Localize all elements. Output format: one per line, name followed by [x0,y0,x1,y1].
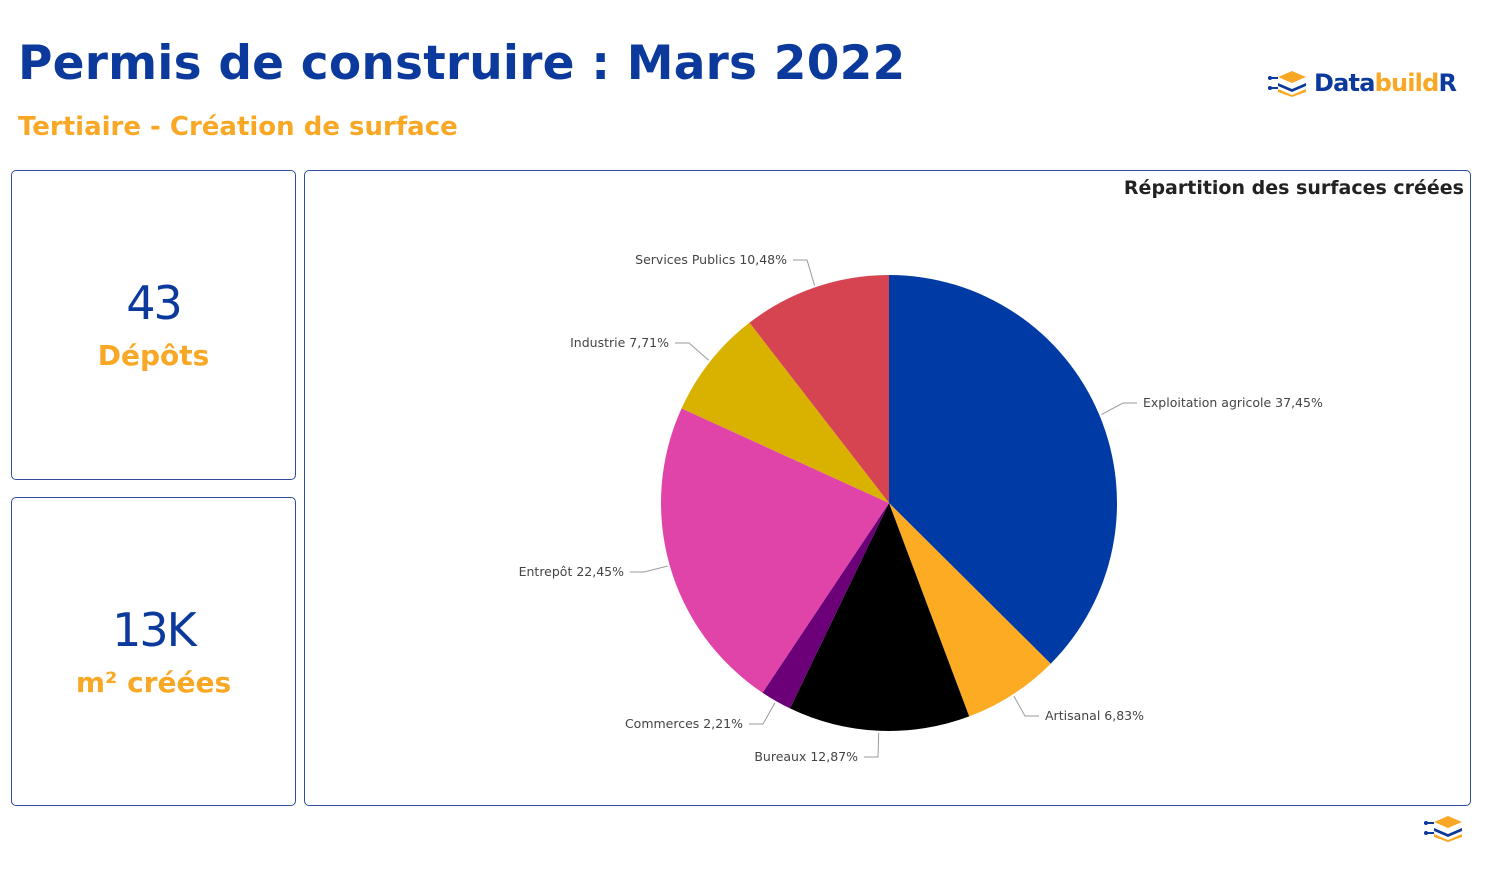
pie-slice[interactable] [661,408,889,693]
pie-slice[interactable] [889,503,1051,717]
leader-line [1101,402,1137,416]
slice-label: Industrie 7,71% [570,335,669,350]
kpi-label: m² créées [75,665,232,699]
logo-text-build: build [1374,69,1440,97]
pie-slice[interactable] [762,503,889,709]
kpi-value: 43 [126,276,183,330]
leader-line [749,702,776,725]
databuildr-logo: DatabuildR [1268,66,1457,100]
chart-title: Répartition des surfaces créées [1123,177,1464,199]
pie-slice[interactable] [749,275,889,503]
logo-text-r: R [1438,69,1457,97]
kpi-card-depots: 43 Dépôts [11,170,296,480]
slice-label: Services Publics 10,48% [635,252,787,267]
page-subtitle: Tertiaire - Création de surface [18,112,458,142]
slice-label: Artisanal 6,83% [1045,708,1144,723]
pie-slice[interactable] [789,503,970,732]
stacked-layers-icon [1424,816,1462,842]
pie-chart: Exploitation agricole 37,45% Artisanal 6,… [519,252,1323,764]
page-title: Permis de construire : Mars 2022 [18,36,906,91]
stacked-layers-icon [1268,71,1306,97]
kpi-value: 13K [112,602,197,657]
logo-text-data: Data [1314,69,1375,97]
logo-wordmark: DatabuildR [1314,69,1457,97]
slice-label: Bureaux 12,87% [754,749,858,764]
leader-line [793,259,816,286]
leader-line [675,342,710,361]
leader-line [864,732,880,758]
pie-slice[interactable] [889,275,1118,664]
kpi-card-surface: 13K m² créées [11,497,296,806]
pie-chart-card: Répartition des surfaces créées Exploita… [304,170,1471,806]
kpi-label: Dépôts [97,339,210,372]
pie-slice[interactable] [681,322,889,503]
slice-label: Commerces 2,21% [625,716,743,731]
slice-label: Entrepôt 22,45% [519,564,625,579]
leader-line [1013,695,1039,717]
slice-label: Exploitation agricole 37,45% [1143,395,1323,410]
leader-line [630,565,668,573]
